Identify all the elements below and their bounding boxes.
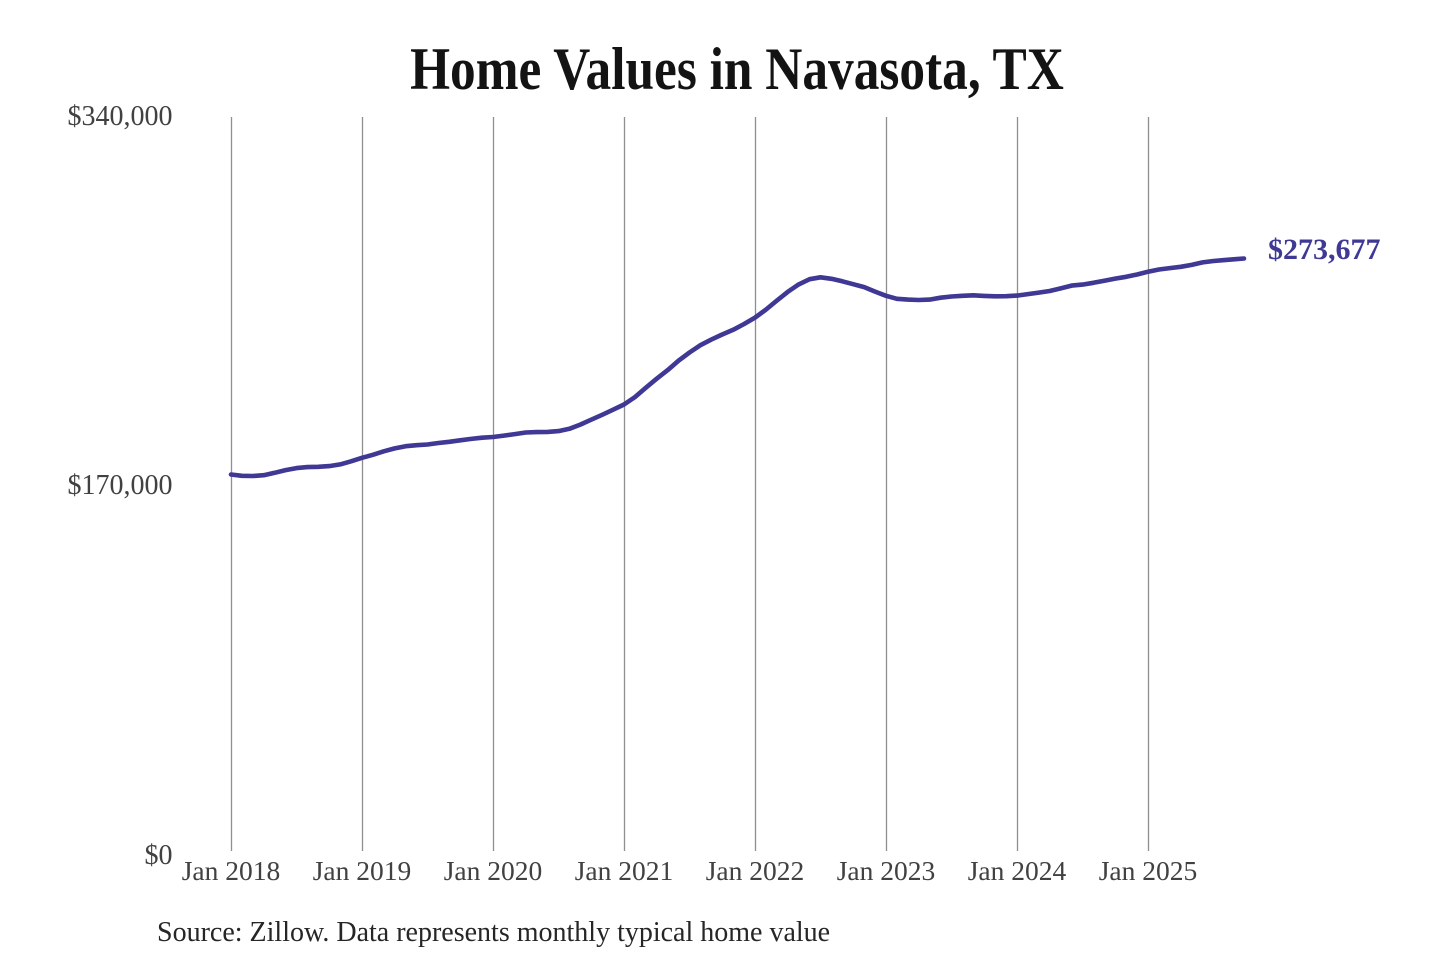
svg-text:Jan 2025: Jan 2025 (1099, 855, 1198, 886)
svg-text:Jan 2022: Jan 2022 (706, 855, 805, 886)
svg-text:Jan 2019: Jan 2019 (313, 855, 412, 886)
svg-text:$273,677: $273,677 (1268, 233, 1381, 266)
svg-text:$0: $0 (145, 840, 173, 871)
svg-text:Jan 2021: Jan 2021 (575, 855, 674, 886)
svg-text:Home Values in Navasota, TX: Home Values in Navasota, TX (410, 36, 1064, 103)
svg-text:$170,000: $170,000 (68, 470, 173, 501)
svg-text:Jan 2023: Jan 2023 (837, 855, 936, 886)
svg-text:Jan 2018: Jan 2018 (182, 855, 281, 886)
svg-text:$340,000: $340,000 (68, 101, 173, 132)
svg-text:Source: Zillow. Data represent: Source: Zillow. Data represents monthly … (157, 917, 830, 948)
svg-text:Jan 2024: Jan 2024 (968, 855, 1067, 886)
svg-text:Jan 2020: Jan 2020 (444, 855, 543, 886)
